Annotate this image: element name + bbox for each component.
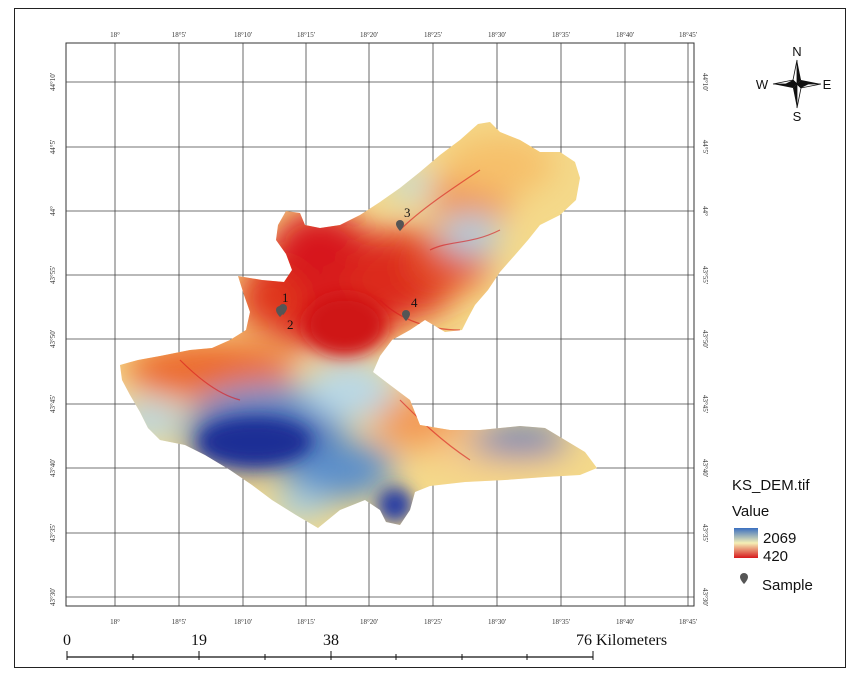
north-arrow: N S W E bbox=[756, 44, 832, 124]
sample-label: 2 bbox=[287, 317, 294, 332]
scale-label: 19 bbox=[191, 632, 207, 649]
map-pin-icon bbox=[740, 573, 748, 584]
tick-label: 44°5' bbox=[49, 140, 57, 155]
scale-label: 38 bbox=[323, 632, 339, 649]
tick-label: 43°50' bbox=[49, 330, 57, 348]
sample-markers: 1 2 3 4 bbox=[276, 205, 418, 332]
tick-label: 18°10' bbox=[234, 31, 252, 39]
map-neatline bbox=[65, 42, 695, 607]
sample-marker-4[interactable]: 4 bbox=[402, 295, 418, 321]
compass-rose-icon bbox=[772, 59, 822, 109]
tick-label: 43°35' bbox=[701, 524, 709, 542]
compass-n: N bbox=[792, 44, 801, 59]
legend-sample-label: Sample bbox=[762, 577, 813, 594]
left-tick-labels: 44°10' 44°5' 44° 43°55' 43°50' 43°45' 43… bbox=[49, 73, 57, 606]
tick-label: 44°10' bbox=[49, 73, 57, 91]
tick-label: 18°35' bbox=[552, 618, 570, 626]
tick-label: 18°20' bbox=[360, 618, 378, 626]
tick-label: 18°45' bbox=[679, 31, 697, 39]
tick-label: 43°55' bbox=[49, 266, 57, 284]
sample-label: 4 bbox=[411, 295, 418, 310]
sample-marker-2[interactable]: 2 bbox=[276, 306, 294, 332]
tick-label: 18°30' bbox=[488, 31, 506, 39]
map-pin-icon bbox=[396, 220, 404, 231]
compass-w: W bbox=[756, 77, 769, 92]
tick-label: 18°35' bbox=[552, 31, 570, 39]
scale-label: 76 Kilometers bbox=[576, 632, 667, 649]
tick-label: 18°15' bbox=[297, 618, 315, 626]
sample-label: 1 bbox=[282, 290, 289, 305]
tick-label: 44°10' bbox=[701, 73, 709, 91]
tick-label: 18°40' bbox=[616, 618, 634, 626]
map-pin-icon bbox=[402, 310, 410, 321]
legend-color-ramp bbox=[734, 528, 758, 558]
legend-high-value: 2069 bbox=[763, 530, 796, 547]
tick-label: 18° bbox=[110, 31, 120, 39]
legend-low-value: 420 bbox=[763, 548, 788, 565]
map-frame bbox=[14, 8, 846, 668]
tick-label: 43°30' bbox=[49, 588, 57, 606]
tick-label: 43°40' bbox=[701, 459, 709, 477]
sample-marker-3[interactable]: 3 bbox=[396, 205, 411, 231]
tick-label: 18°10' bbox=[234, 618, 252, 626]
tick-label: 43°30' bbox=[701, 588, 709, 606]
tick-label: 18°25' bbox=[424, 618, 442, 626]
map-pin-icon bbox=[276, 306, 284, 317]
tick-label: 18°45' bbox=[679, 618, 697, 626]
sample-label: 3 bbox=[404, 205, 411, 220]
bottom-tick-labels: 18° 18°5' 18°10' 18°15' 18°20' 18°25' 18… bbox=[110, 618, 697, 626]
tick-label: 43°40' bbox=[49, 459, 57, 477]
tick-label: 18°5' bbox=[172, 31, 187, 39]
tick-label: 44°5' bbox=[701, 140, 709, 155]
right-tick-labels: 44°10' 44°5' 44° 43°55' 43°50' 43°45' 43… bbox=[701, 73, 709, 606]
tick-label: 44° bbox=[701, 206, 709, 216]
tick-label: 18°25' bbox=[424, 31, 442, 39]
compass-s: S bbox=[793, 109, 802, 124]
tick-label: 43°45' bbox=[701, 395, 709, 413]
tick-label: 18°5' bbox=[172, 618, 187, 626]
legend: KS_DEM.tif Value 2069 420 Sample bbox=[732, 477, 813, 594]
tick-label: 44° bbox=[49, 206, 57, 216]
tick-label: 43°55' bbox=[701, 266, 709, 284]
tick-label: 43°45' bbox=[49, 395, 57, 413]
tick-label: 18°20' bbox=[360, 31, 378, 39]
tick-label: 18° bbox=[110, 618, 120, 626]
scale-bar: 0 19 38 76 Kilometers bbox=[63, 632, 667, 660]
tick-label: 18°15' bbox=[297, 31, 315, 39]
legend-layer-name: KS_DEM.tif bbox=[732, 477, 810, 494]
tick-label: 43°50' bbox=[701, 330, 709, 348]
tick-label: 18°40' bbox=[616, 31, 634, 39]
compass-e: E bbox=[823, 77, 832, 92]
tick-label: 43°35' bbox=[49, 524, 57, 542]
top-tick-labels: 18° 18°5' 18°10' 18°15' 18°20' 18°25' 18… bbox=[110, 31, 697, 39]
tick-label: 18°30' bbox=[488, 618, 506, 626]
legend-value-label: Value bbox=[732, 503, 769, 520]
scale-label: 0 bbox=[63, 632, 71, 649]
